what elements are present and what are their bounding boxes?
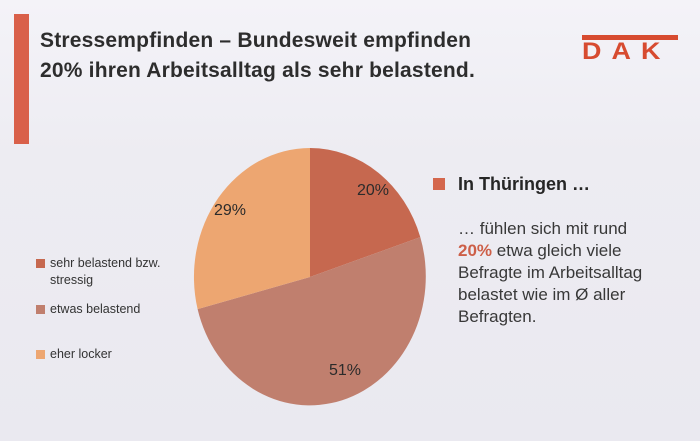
note-heading: In Thüringen …: [458, 174, 590, 194]
note-body-intro: … fühlen sich mit rund: [458, 219, 628, 238]
legend-marker-sehr-belastend: [36, 259, 45, 268]
slide-title-line2: 20% ihren Arbeitsalltag als sehr belaste…: [40, 59, 475, 82]
pie-label-eher-locker: 29%: [214, 202, 247, 219]
legend-item-sehr-belastend: sehr belastend bzw. stressig: [36, 255, 181, 289]
dak-logo-bar: [582, 35, 678, 40]
legend-marker-etwas-belastend: [36, 305, 45, 314]
pie-slice-0: [310, 148, 421, 277]
accent-bar: [14, 14, 29, 144]
legend-marker-eher-locker: [36, 350, 45, 359]
bullet-square-icon: [433, 178, 445, 190]
note-heading-row: In Thüringen …: [433, 174, 590, 195]
pie-slice-1: [197, 237, 426, 406]
pie-label-sehr-belastend: 20%: [357, 182, 390, 199]
legend-label-sehr-belastend: sehr belastend bzw. stressig: [50, 256, 161, 287]
pie-slice-2: [193, 147, 310, 310]
legend-item-etwas-belastend: etwas belastend: [36, 301, 181, 318]
legend-label-eher-locker: eher locker: [50, 347, 112, 361]
note-body-rest: etwa gleich viele Befragte im Arbeitsall…: [458, 241, 643, 326]
pie-label-etwas-belastend: 51%: [329, 362, 362, 379]
note-body: … fühlen sich mit rund 20% etwa gleich vi…: [458, 218, 683, 328]
dak-logo-text: DAK: [582, 38, 671, 65]
slide-title: Stressempfinden – Bundesweit empfinden 2…: [40, 26, 475, 86]
slide-title-line1: Stressempfinden – Bundesweit empfinden: [40, 29, 472, 52]
dak-logo: DAK: [582, 35, 678, 64]
legend-item-eher-locker: eher locker: [36, 346, 181, 363]
note-highlight: 20%: [458, 241, 493, 260]
legend-label-etwas-belastend: etwas belastend: [50, 302, 141, 316]
